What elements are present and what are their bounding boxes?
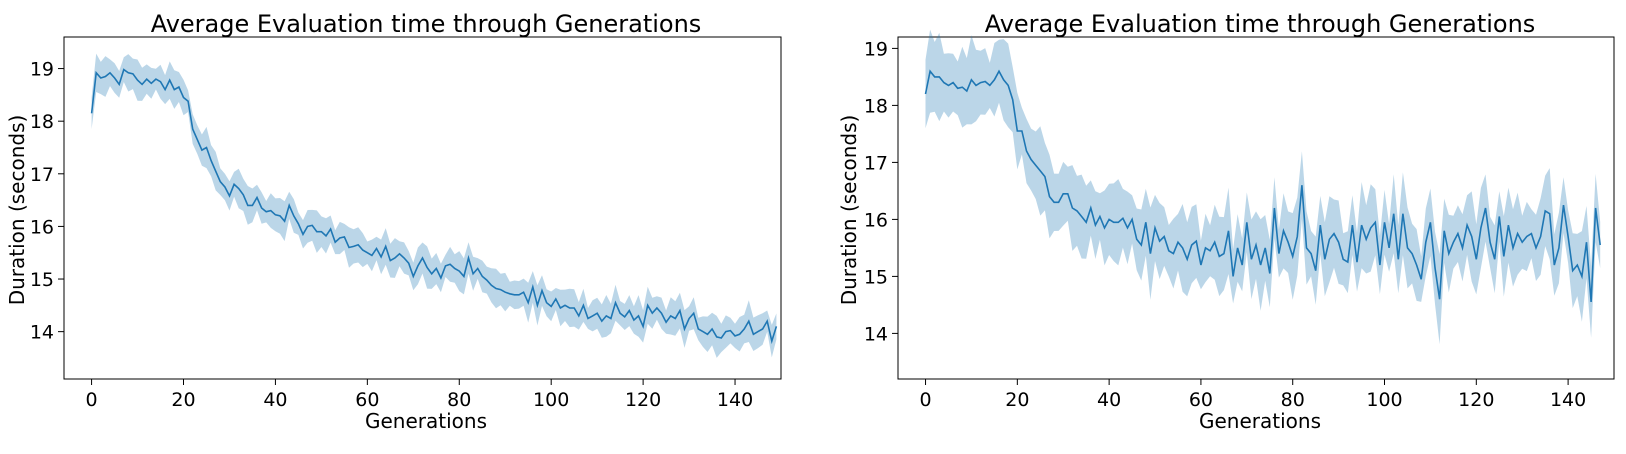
x-tick-label: 60: [1189, 389, 1213, 411]
axes-frame: [897, 36, 1615, 380]
x-tick-label: 0: [86, 389, 98, 411]
x-tick-label: 20: [1005, 389, 1029, 411]
plot-area: 0 20 40 60 80 100 120 140 14 15 16 17 18 19: [864, 29, 1615, 411]
x-tick-label: 40: [1097, 389, 1121, 411]
series-line: [924, 69, 1601, 303]
y-tick-label: 18: [30, 111, 54, 133]
y-tick-label: 15: [30, 269, 54, 291]
chart-panel-right: Average Evaluation time through Generati…: [837, 10, 1615, 433]
chart-title: Average Evaluation time through Generati…: [151, 10, 702, 38]
y-tick-label: 14: [864, 323, 888, 345]
y-tick-label: 19: [30, 59, 54, 81]
x-axis-label: Generations: [365, 409, 487, 433]
std-band: [91, 53, 777, 358]
y-tick-label: 19: [864, 38, 888, 60]
x-tick-label: 100: [1366, 389, 1402, 411]
y-tick-label: 16: [864, 209, 888, 231]
x-tick-label: 120: [625, 389, 661, 411]
x-tick-label: 120: [1458, 389, 1494, 411]
std-band: [925, 29, 1601, 345]
chart-panel-left: Average Evaluation time through Generati…: [5, 10, 782, 433]
x-tick-label: 140: [717, 389, 753, 411]
series-line: [90, 68, 778, 345]
x-axis-label: Generations: [1199, 409, 1321, 433]
x-tick-label: 80: [1281, 389, 1305, 411]
x-tick-label: 80: [447, 389, 471, 411]
axes-frame: [63, 36, 782, 380]
y-tick-label: 17: [30, 164, 54, 186]
y-axis-label: Duration (seconds): [837, 115, 861, 306]
chart-title: Average Evaluation time through Generati…: [985, 10, 1536, 38]
x-tick-label: 60: [355, 389, 379, 411]
plot-area: 0 20 40 60 80 100 120 140 14 15 16 17 18 19: [30, 36, 782, 411]
x-tick-label: 0: [919, 389, 931, 411]
x-tick-label: 140: [1550, 389, 1586, 411]
y-tick-label: 14: [30, 322, 54, 344]
y-tick-label: 16: [30, 216, 54, 238]
x-tick-label: 40: [263, 389, 287, 411]
y-tick-label: 18: [864, 95, 888, 117]
y-tick-label: 17: [864, 152, 888, 174]
y-axis-label: Duration (seconds): [5, 115, 29, 306]
x-tick-label: 100: [533, 389, 569, 411]
y-tick-label: 15: [864, 266, 888, 288]
x-tick-label: 20: [171, 389, 195, 411]
